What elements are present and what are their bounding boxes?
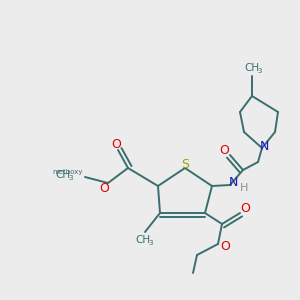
Text: methoxy: methoxy [53,169,83,175]
Text: O: O [219,145,229,158]
Text: N: N [259,140,269,152]
Text: CH: CH [135,235,151,245]
Text: CH: CH [244,63,260,73]
Text: O: O [99,182,109,194]
Text: 3: 3 [149,240,153,246]
Text: 3: 3 [258,68,262,74]
Text: O: O [111,139,121,152]
Text: S: S [181,158,189,172]
Text: 3: 3 [69,175,73,181]
Text: CH: CH [56,170,70,180]
Text: O: O [240,202,250,214]
Text: N: N [228,176,238,188]
Text: O: O [220,241,230,254]
Text: H: H [240,183,248,193]
